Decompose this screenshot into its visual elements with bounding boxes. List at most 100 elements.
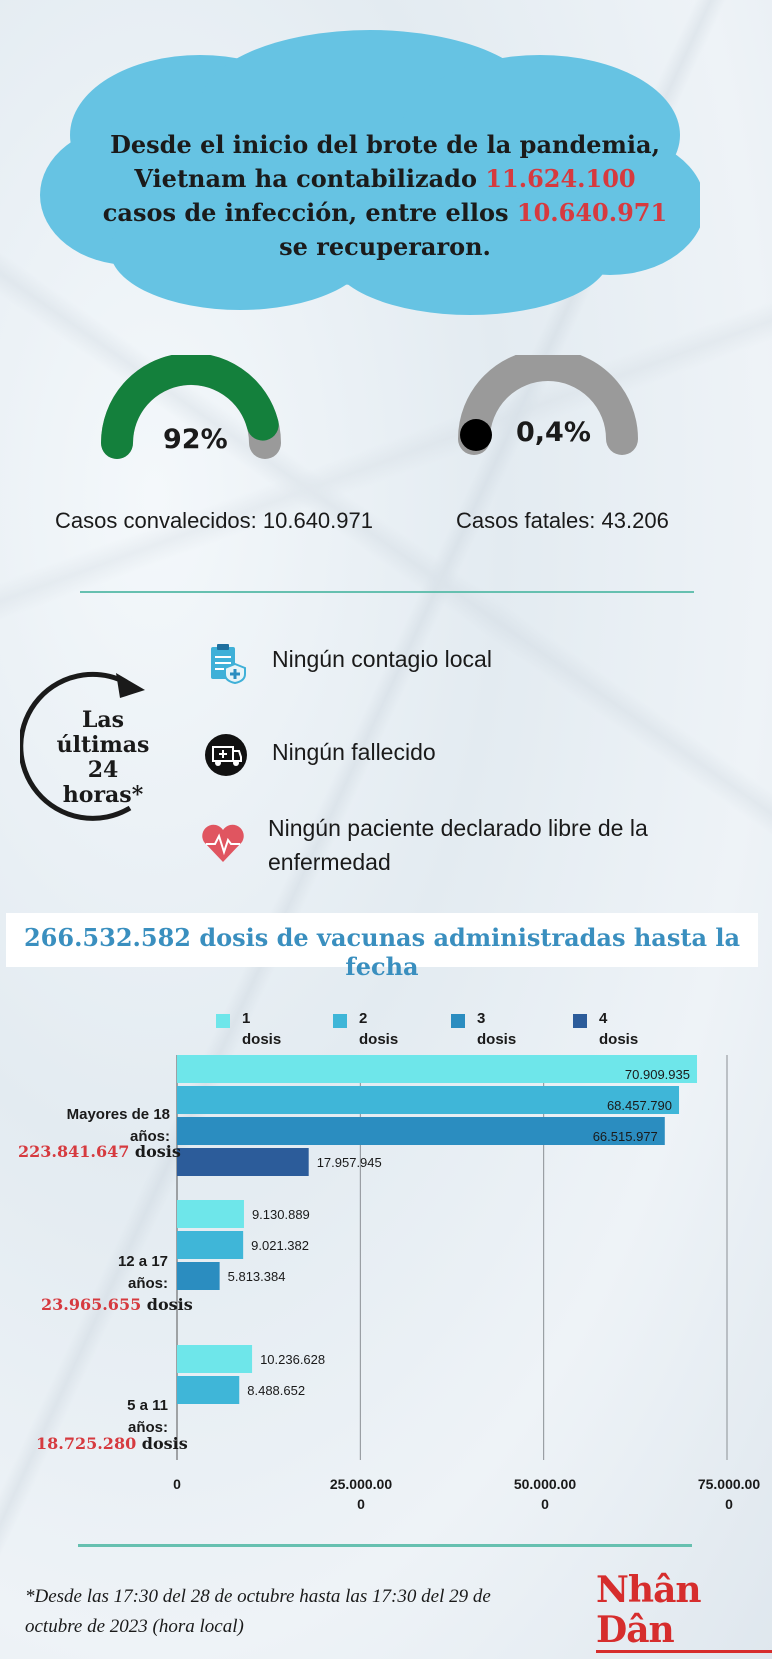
bar-label-cat3-dose2: 8.488.652 [247, 1383, 305, 1398]
divider-bottom [78, 1544, 692, 1547]
bar-label-cat2-dose3: 5.813.384 [228, 1269, 286, 1284]
headline-line1: Desde el inicio del brote de la pandemia… [110, 130, 660, 159]
ambulance-icon [205, 734, 247, 776]
cloud-shape [40, 30, 700, 315]
recovered-caption: Casos convalecidos: 10.640.971 [55, 508, 373, 533]
legend-word-1: dosis [242, 1031, 282, 1048]
category-adults-line1: Mayores de 18 [66, 1106, 170, 1123]
fatal-caption: Casos fatales: 43.206 [456, 508, 669, 533]
category-label-teens: 12 a 17 años: [20, 1251, 168, 1295]
total-adults-value: 223.841.647 [18, 1142, 130, 1161]
legend-num-4: 4 [599, 1010, 608, 1027]
x-tick-50m-line1: 50.000.00 [513, 1476, 577, 1492]
divider-top [80, 591, 694, 593]
no-local-infection-text: Ningún contagio local [272, 646, 492, 672]
total-children-value: 18.725.280 [36, 1434, 137, 1453]
bar-label-cat2-dose2: 9.021.382 [251, 1238, 309, 1253]
bar-label-cat1-dose3: 66.515.977 [593, 1129, 658, 1144]
x-tick-25m-line1: 25.000.00 [329, 1476, 393, 1492]
legend-num-3: 3 [477, 1010, 486, 1027]
headline: Desde el inicio del brote de la pandemia… [90, 128, 680, 264]
legend-num-1: 1 [242, 1010, 251, 1027]
legend-swatch-3 [451, 1014, 465, 1028]
bar-cat2-dose2 [177, 1231, 244, 1259]
bar-label-cat1-dose4: 17.957.945 [317, 1155, 382, 1170]
recovered-percent: 92% [163, 424, 228, 455]
total-teens-unit: dosis [146, 1295, 193, 1314]
last24-title-line1: Las [81, 707, 125, 733]
heart-pulse-icon [202, 824, 244, 862]
no-recovered-line1: Ningún paciente declarado libre de la [268, 815, 648, 841]
bar-cat3-dose1 [177, 1345, 253, 1373]
fatal-gauge-track [458, 355, 638, 455]
category-label-children: 5 a 11 años: [20, 1395, 168, 1439]
headline-line4: se recuperaron. [279, 232, 491, 261]
total-children-unit: dosis [141, 1434, 188, 1453]
last24-title-line2: últimas 24 [56, 732, 150, 783]
recovered-gauge [101, 355, 281, 459]
fatal-gauge-fill [460, 419, 492, 451]
headline-line3: casos de infección, entre ellos [102, 198, 517, 227]
cycle-arrow-icon [20, 671, 145, 821]
bar-cat1-dose1 [177, 1055, 698, 1083]
x-tick-75m: 75.000.00 0 [688, 1474, 770, 1514]
bar-label-cat2-dose1: 9.130.889 [252, 1207, 310, 1222]
vaccine-banner-text: 266.532.582 dosis de vacunas administrad… [23, 923, 741, 981]
category-children-line1: 5 a 11 [127, 1397, 168, 1414]
category-teens-line1: 12 a 17 [117, 1253, 168, 1270]
fatal-percent: 0,4% [516, 417, 591, 448]
x-tick-75m-line2: 0 [725, 1496, 733, 1512]
bar-cat1-dose2 [177, 1086, 680, 1114]
category-adults-line2: años: [129, 1128, 170, 1145]
last24-title: Las últimas 24 horas* [38, 708, 168, 808]
legend-word-4: dosis [599, 1031, 639, 1048]
x-tick-50m: 50.000.00 0 [504, 1474, 586, 1514]
vaccine-banner: 266.532.582 dosis de vacunas administrad… [6, 913, 758, 981]
no-recovered-text: Ningún paciente declarado libre de la en… [268, 811, 648, 879]
x-tick-0-line1: 0 [173, 1476, 181, 1492]
category-total-children: 18.725.280 dosis [36, 1434, 188, 1453]
legend-label-2: 2 dosis [359, 1008, 398, 1050]
total-teens-value: 23.965.655 [41, 1295, 142, 1314]
category-children-line2: años: [127, 1419, 168, 1436]
legend-swatch-2 [333, 1014, 347, 1028]
bar-cat1-dose3 [177, 1117, 665, 1145]
legend-num-2: 2 [359, 1010, 368, 1027]
bar-cat3-dose2 [177, 1376, 240, 1404]
x-tick-0: 0 [137, 1474, 217, 1494]
bar-label-cat1-dose2: 68.457.790 [607, 1098, 672, 1113]
bar-label-cat3-dose1: 10.236.628 [260, 1352, 325, 1367]
vaccine-bar-chart: 70.909.935 68.457.790 66.515.977 17.957.945… [176, 1055, 728, 1460]
legend-label-1: 1 dosis [242, 1008, 281, 1050]
nhan-dan-logo: Nhân Dân [596, 1570, 772, 1653]
bar-cat2-dose3 [177, 1262, 220, 1290]
bar-cat2-dose1 [177, 1200, 244, 1228]
clipboard-icon [211, 644, 246, 684]
legend-swatch-1 [216, 1014, 230, 1028]
category-total-teens: 23.965.655 dosis [41, 1295, 193, 1314]
legend-swatch-4 [573, 1014, 587, 1028]
last24-title-line3: horas* [62, 782, 144, 808]
footnote: *Desde las 17:30 del 28 de octubre hasta… [25, 1586, 491, 1637]
recovered-count: 10.640.971 [516, 198, 668, 227]
bar-cat1-dose4 [177, 1148, 309, 1176]
no-deaths-text: Ningún fallecido [272, 739, 436, 765]
x-tick-50m-line2: 0 [541, 1496, 549, 1512]
x-tick-25m-line2: 0 [357, 1496, 365, 1512]
x-tick-75m-line1: 75.000.00 [697, 1476, 761, 1492]
total-adults-unit: dosis [134, 1142, 181, 1161]
category-label-adults: Mayores de 18 años: [20, 1104, 170, 1148]
legend-label-3: 3 dosis [477, 1008, 516, 1050]
x-tick-25m: 25.000.00 0 [320, 1474, 402, 1514]
recovered-gauge-fill [101, 355, 279, 459]
no-recovered-line2: enfermedad [268, 849, 391, 875]
legend-word-2: dosis [359, 1031, 399, 1048]
fatal-gauge [458, 355, 638, 455]
bar-label-cat1-dose1: 70.909.935 [625, 1067, 690, 1082]
category-teens-line2: años: [127, 1275, 168, 1292]
legend-label-4: 4 dosis [599, 1008, 638, 1050]
infections-count: 11.624.100 [485, 164, 636, 193]
headline-line2: Vietnam ha contabilizado [134, 164, 486, 193]
category-total-adults: 223.841.647 dosis [18, 1142, 181, 1161]
legend-word-3: dosis [477, 1031, 517, 1048]
